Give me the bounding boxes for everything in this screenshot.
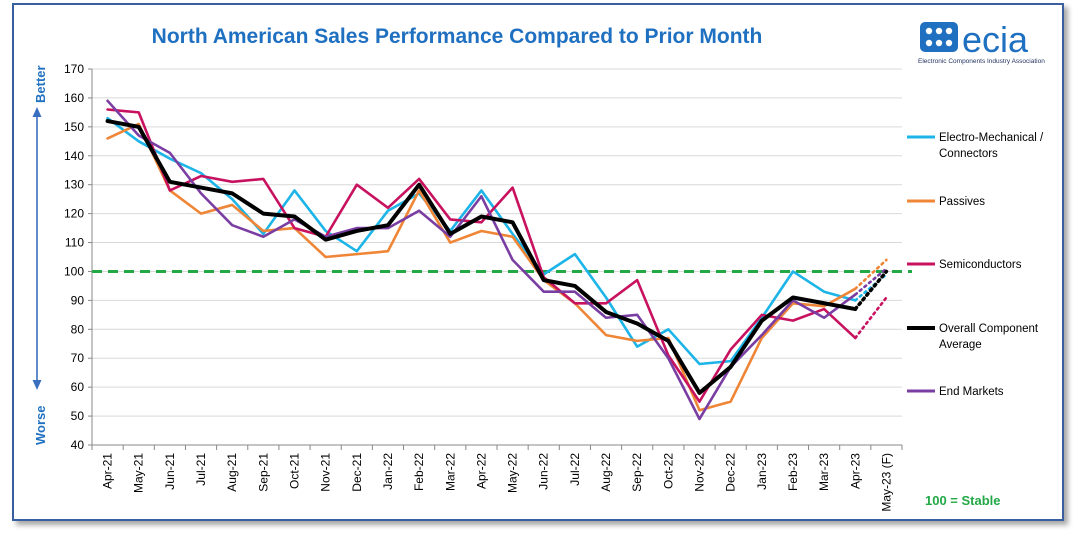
ecia-logo: ecia Electronic Components Industry Asso… [918, 19, 1045, 65]
ecia-logo-icon [920, 22, 958, 52]
y-tick-label: 120 [64, 207, 84, 221]
x-tick-label: Jun-21 [163, 453, 177, 490]
x-tick-label: Apr-22 [474, 453, 488, 489]
forecast-line [853, 273, 888, 302]
series-line [106, 122, 857, 412]
x-tick-label: May-22 [506, 453, 520, 493]
arrow-down-icon [32, 380, 42, 390]
legend-label: Passives [939, 196, 985, 208]
x-tick-label: Mar-22 [443, 453, 457, 491]
y-label-better: Better [33, 65, 48, 103]
x-tick-label: Oct-21 [288, 453, 302, 489]
y-tick-label: 60 [71, 380, 85, 394]
y-tick-label: 110 [65, 236, 84, 250]
series-line [106, 99, 857, 421]
y-label-worse: Worse [33, 406, 48, 446]
arrow-up-icon [32, 107, 42, 117]
y-axis-direction: Better Worse [32, 65, 48, 446]
y-tick-label: 140 [64, 149, 84, 163]
legend-label: Connectors [939, 148, 998, 160]
legend-label: Semiconductors [939, 259, 1022, 271]
legend-label: End Markets [939, 386, 1004, 398]
forecast-line [853, 258, 888, 291]
x-tick-label: Jul-21 [194, 453, 208, 486]
x-tick-label: May-21 [132, 453, 146, 493]
x-tick-label: Nov-22 [693, 453, 707, 492]
x-tick-label: May-23 (F) [879, 453, 893, 512]
logo-word: ecia [962, 19, 1029, 60]
x-ticks: Apr-21 May-21 Jun-21 Jul-21 Aug-21 Sep-21 Oct-… [91, 445, 903, 512]
series-passives [106, 122, 888, 412]
forecast-line [853, 269, 889, 311]
axes [91, 69, 902, 446]
y-ticks: 40 50 60 70 80 90 100 110 120 130 140 150 160 170 [64, 62, 92, 452]
x-tick-label: Sep-22 [630, 453, 644, 492]
series-line [105, 119, 858, 395]
series-lines [105, 99, 889, 421]
legend-label: Overall Component [939, 323, 1039, 335]
y-tick-label: 90 [71, 293, 85, 307]
y-tick-label: 150 [64, 120, 84, 134]
legend: Electro-Mechanical / Connectors Passives Se… [907, 132, 1044, 398]
y-tick-label: 160 [64, 91, 84, 105]
logo-subtitle: Electronic Components Industry Associati… [918, 58, 1045, 65]
chart-frame: North American Sales Performance Compare… [12, 3, 1064, 521]
forecast-line [853, 296, 888, 340]
x-tick-label: Dec-21 [350, 453, 364, 492]
series-overall-component-average [105, 119, 889, 395]
x-tick-label: Jan-22 [381, 453, 395, 490]
legend-label: Average [939, 339, 982, 351]
gridlines [92, 68, 902, 417]
x-tick-label: Nov-21 [319, 453, 333, 492]
x-tick-label: Jan-23 [755, 453, 769, 490]
y-tick-label: 50 [71, 409, 85, 423]
y-tick-label: 80 [71, 322, 85, 336]
x-tick-label: Apr-21 [101, 453, 115, 489]
y-tick-label: 100 [64, 264, 84, 278]
forecast-line [853, 267, 888, 296]
y-tick-label: 170 [64, 62, 84, 76]
x-tick-label: Oct-22 [661, 453, 675, 489]
stable-label: 100 = Stable [925, 493, 1001, 508]
x-tick-label: Aug-21 [225, 453, 239, 492]
x-tick-label: Feb-23 [786, 453, 800, 491]
x-tick-label: Jul-22 [568, 453, 582, 486]
x-tick-label: Sep-21 [256, 453, 270, 492]
y-tick-label: 70 [71, 351, 85, 365]
chart: North American Sales Performance Compare… [32, 19, 1045, 512]
y-tick-label: 130 [64, 178, 84, 192]
x-tick-label: Aug-22 [599, 453, 613, 492]
series-end-markets [106, 99, 888, 421]
x-tick-label: Mar-23 [817, 453, 831, 491]
x-tick-label: Feb-22 [412, 453, 426, 491]
legend-label: Electro-Mechanical / [939, 132, 1044, 144]
x-tick-label: Jun-22 [537, 453, 551, 490]
chart-title: North American Sales Performance Compare… [152, 25, 763, 48]
series-line [106, 116, 857, 366]
x-tick-label: Dec-22 [724, 453, 738, 492]
x-tick-label: Apr-23 [848, 453, 862, 489]
y-tick-label: 40 [71, 438, 85, 452]
